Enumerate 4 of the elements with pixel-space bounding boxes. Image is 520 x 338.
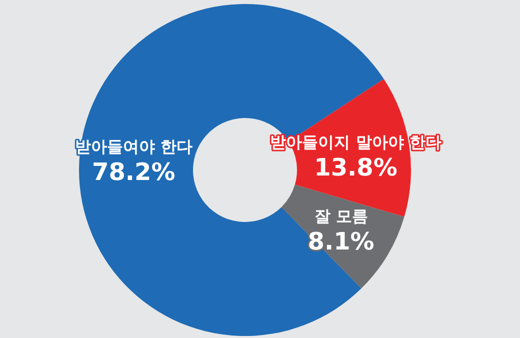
slice-label: 잘 모름	[314, 206, 368, 226]
data-label: 13.8%	[314, 154, 398, 182]
data-label: 78.2%	[92, 158, 176, 186]
data-label: 8.1%	[308, 228, 374, 256]
